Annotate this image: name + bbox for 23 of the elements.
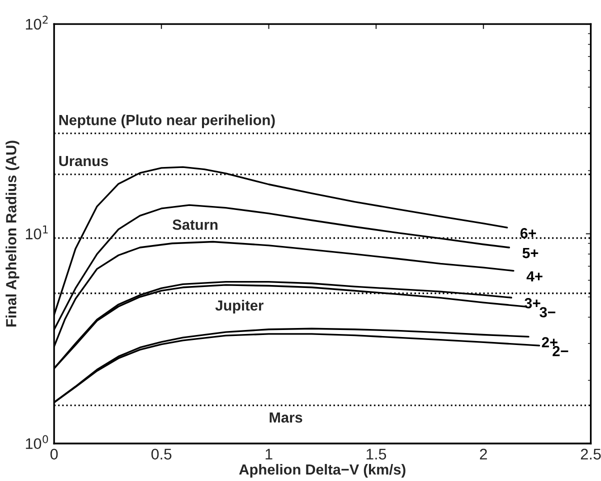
series-label: 2+ bbox=[542, 337, 558, 348]
x-tick-label: 2.5 bbox=[580, 448, 601, 460]
ref-line-label: Uranus bbox=[59, 156, 108, 166]
ref-line-label: Jupiter bbox=[215, 300, 264, 314]
y-tick-label: 10$^{2}$ bbox=[26, 16, 48, 30]
series-label: 3+ bbox=[524, 298, 540, 308]
ref-line-label: Mars bbox=[270, 412, 302, 423]
series-label: 4+ bbox=[526, 271, 542, 282]
y-axis-title: Final Aphelion Radius (AU) bbox=[6, 140, 20, 326]
x-tick-label: 2 bbox=[480, 448, 487, 460]
series-label: 6+ bbox=[520, 228, 536, 238]
series-label: 3− bbox=[540, 307, 556, 318]
ref-line-label: Saturn bbox=[172, 220, 218, 230]
series-label: 5+ bbox=[522, 248, 538, 258]
series-label: 2− bbox=[552, 346, 568, 356]
ref-line-label: Neptune (Pluto near perihelion) bbox=[59, 114, 275, 128]
y-tick-label: 10$^{1}$ bbox=[26, 226, 48, 240]
x-tick-label: 0 bbox=[50, 448, 58, 460]
y-tick-label: 10$^{0}$ bbox=[26, 435, 48, 450]
x-tick-label: 1.5 bbox=[366, 448, 386, 460]
x-tick-label: 0.5 bbox=[151, 448, 172, 460]
x-tick-label: 1 bbox=[266, 448, 272, 460]
x-axis-title: Aphelion Delta−V (km/s) bbox=[239, 464, 406, 478]
